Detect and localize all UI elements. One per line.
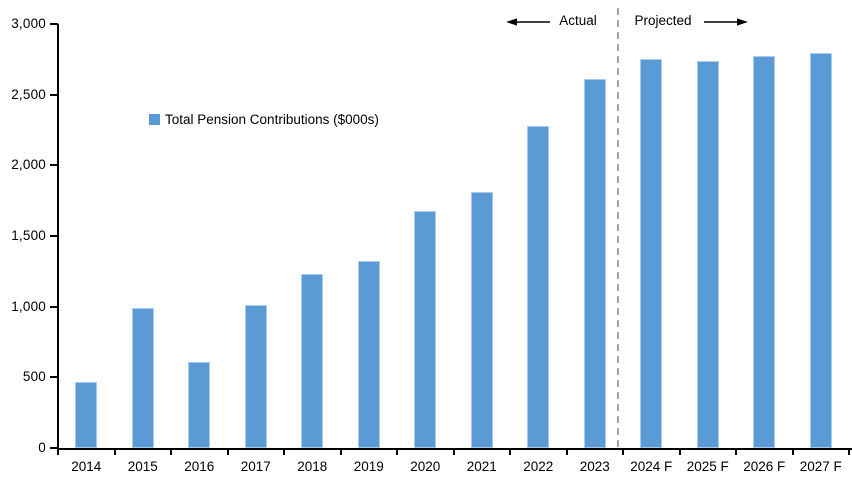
legend-label: Total Pension Contributions ($000s) [165, 112, 379, 127]
x-category-label: 2022 [523, 459, 554, 474]
x-tick [452, 450, 455, 455]
y-axis-line [57, 24, 59, 450]
y-tick [50, 235, 58, 237]
projected-label: Projected [634, 13, 692, 28]
actual-label: Actual [559, 13, 597, 28]
y-tick [50, 23, 58, 25]
x-tick [565, 450, 568, 455]
x-tick [170, 450, 172, 455]
bar-2023 [583, 79, 606, 448]
x-tick [678, 450, 681, 455]
bar-2017 [244, 305, 267, 448]
x-tick [735, 450, 737, 455]
x-axis-line [57, 448, 852, 450]
bar-2025-f [696, 60, 719, 448]
bar-2022 [527, 126, 550, 448]
x-category-label: 2025 F [686, 459, 729, 474]
y-tick-label: 500 [22, 369, 46, 385]
legend-marker-icon [149, 114, 160, 125]
x-category-label: 2014 [71, 459, 102, 474]
left-arrow-icon [506, 18, 550, 26]
bar-2026-f [753, 55, 776, 448]
x-tick [113, 450, 116, 455]
x-tick [339, 450, 342, 455]
actual-projected-divider [617, 8, 619, 448]
x-category-label: 2023 [579, 459, 610, 474]
x-tick [57, 450, 59, 455]
x-category-label: 2026 F [743, 459, 786, 474]
right-arrow-icon [704, 18, 748, 26]
y-tick [50, 376, 58, 379]
y-tick [50, 93, 58, 96]
x-category-label: 2016 [184, 459, 215, 474]
bar-2015 [131, 308, 154, 448]
x-category-label: 2021 [466, 459, 497, 474]
y-tick [50, 447, 58, 449]
x-tick [622, 450, 624, 455]
y-tick-label: 2,500 [11, 86, 46, 102]
x-tick [791, 450, 794, 455]
bar-2024-f [640, 59, 663, 448]
x-category-label: 2027 F [799, 459, 842, 474]
x-category-label: 2024 F [630, 459, 673, 474]
x-tick [226, 450, 229, 455]
x-category-label: 2020 [410, 459, 441, 474]
x-category-label: 2017 [240, 459, 271, 474]
y-tick-label: 3,000 [11, 16, 46, 31]
legend: Total Pension Contributions ($000s) [149, 112, 379, 127]
x-category-label: 2018 [297, 459, 328, 474]
x-category-label: 2019 [353, 459, 384, 474]
bar-2020 [414, 211, 437, 448]
bar-2019 [357, 261, 380, 448]
x-tick [509, 450, 511, 455]
bar-2016 [188, 361, 211, 448]
y-tick-label: 2,000 [11, 157, 46, 173]
x-tick [283, 450, 285, 455]
bar-2014 [75, 382, 98, 448]
x-tick [396, 450, 398, 455]
y-tick-label: 1,000 [11, 298, 46, 314]
bar-2018 [301, 274, 324, 448]
bar-2021 [470, 192, 493, 448]
y-tick [50, 305, 58, 308]
x-tick [848, 450, 850, 455]
x-category-label: 2015 [127, 459, 158, 474]
y-tick [50, 164, 58, 167]
y-tick-label: 0 [38, 440, 46, 455]
y-tick-label: 1,500 [11, 228, 46, 243]
bar-2027-f [809, 52, 832, 448]
